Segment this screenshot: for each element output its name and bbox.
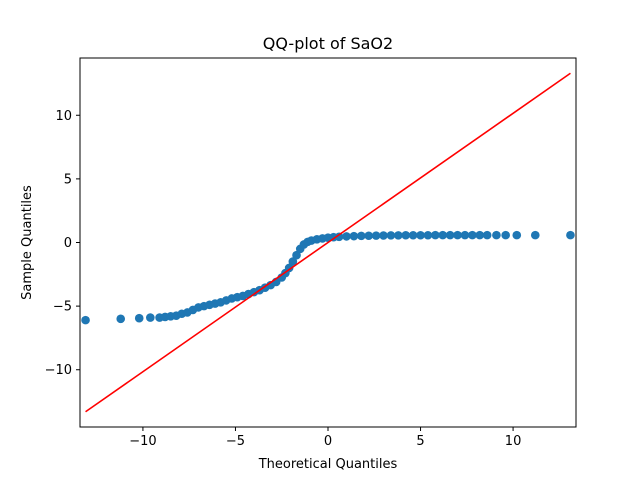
x-axis-ticks: −10 −5 0 5 10 [129, 427, 521, 449]
qq-point [408, 230, 418, 240]
x-tick-label: −5 [226, 434, 245, 449]
qq-point [349, 231, 359, 241]
qq-point [475, 230, 485, 240]
qq-point [288, 257, 298, 266]
qq-point [445, 230, 455, 240]
qq-point [371, 231, 381, 240]
y-tick-label: 5 [64, 172, 72, 187]
chart-title: QQ-plot of SaO2 [263, 34, 393, 53]
qq-point [501, 230, 510, 240]
y-tick-label: 0 [64, 236, 72, 251]
qq-point [284, 263, 294, 273]
qq-point [116, 314, 126, 324]
qq-point [482, 230, 492, 240]
qq-point [386, 231, 396, 240]
y-tick-label: −10 [45, 363, 72, 378]
qq-point [146, 313, 155, 322]
qq-point [394, 231, 403, 240]
x-tick-label: 5 [416, 434, 424, 449]
x-axis-label: Theoretical Quantiles [258, 457, 398, 472]
qq-point [134, 313, 144, 323]
qq-point [379, 231, 388, 240]
qq-point [566, 230, 575, 240]
qq-point [357, 231, 366, 241]
qq-point [292, 250, 301, 260]
qq-point [438, 230, 448, 240]
qq-point [453, 230, 462, 240]
qq-point [460, 230, 470, 240]
qq-point [364, 231, 374, 241]
qq-point [423, 230, 433, 240]
qq-point [81, 315, 90, 325]
plot-marks [81, 72, 575, 413]
qq-point [401, 230, 411, 240]
y-axis-ticks: −10 −5 0 5 10 [45, 109, 80, 378]
x-tick-label: 0 [324, 434, 332, 449]
qq-point [468, 230, 477, 240]
qq-point [342, 232, 351, 241]
x-tick-label: −10 [129, 434, 156, 449]
qq-point [492, 230, 501, 240]
y-tick-label: −5 [53, 300, 72, 315]
qq-point [512, 230, 522, 240]
qq-point [416, 230, 425, 240]
y-tick-label: 10 [55, 109, 72, 124]
qq-point [431, 230, 440, 240]
qq-point [530, 230, 540, 240]
reference-line [85, 72, 571, 413]
qq-point [334, 232, 344, 242]
x-tick-label: 10 [505, 434, 522, 449]
y-axis-label: Sample Quantiles [20, 185, 35, 300]
